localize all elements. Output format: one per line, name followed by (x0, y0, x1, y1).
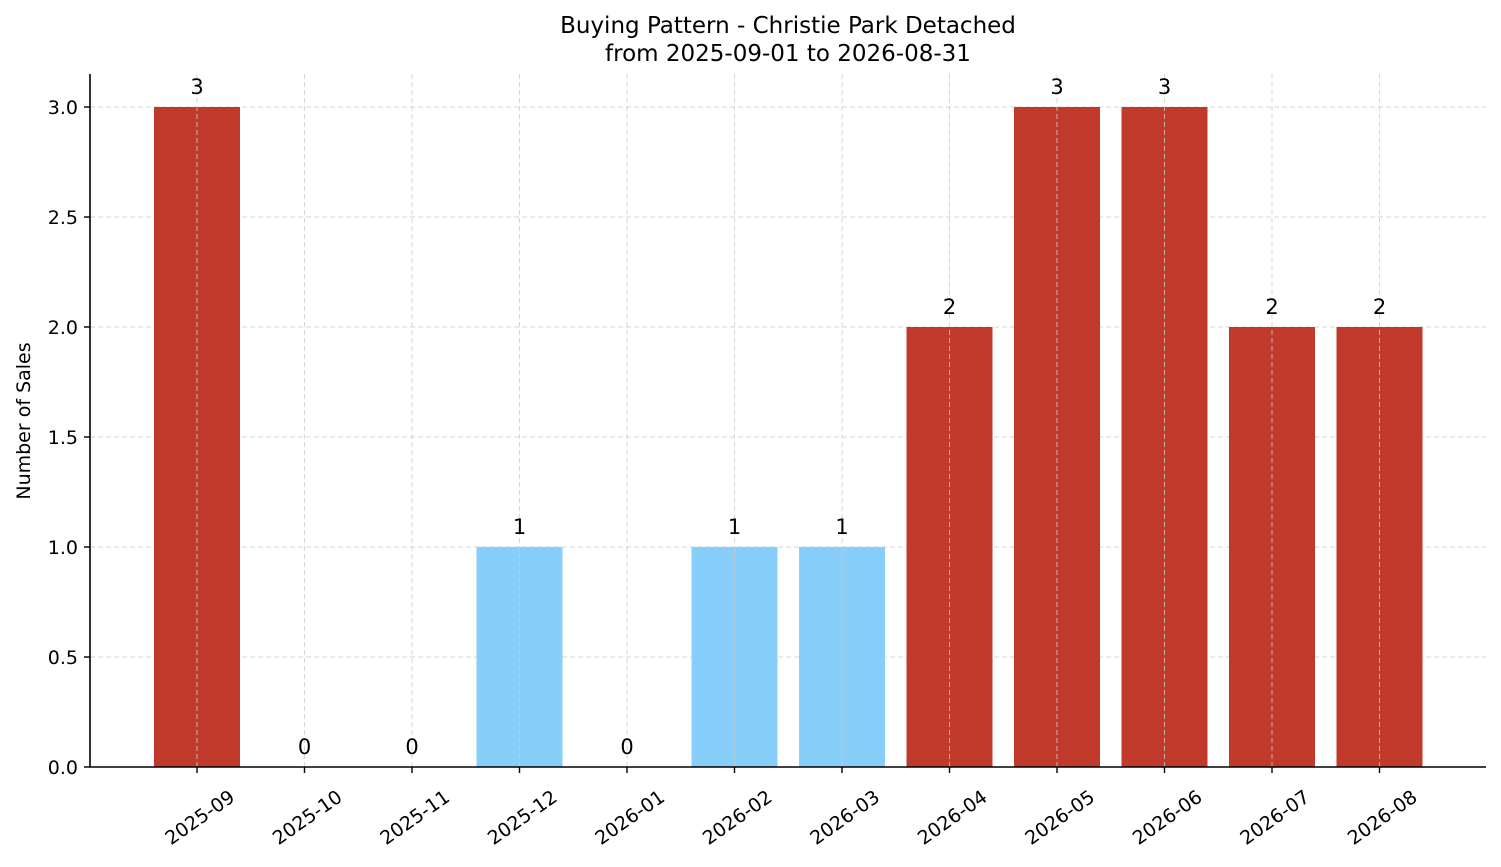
data-label-2026-05: 3 (1050, 75, 1063, 99)
chart-subtitle: from 2025-09-01 to 2026-08-31 (605, 41, 971, 67)
data-label-2026-07: 2 (1265, 295, 1278, 319)
chart-title: Buying Pattern - Christie Park Detached (560, 13, 1016, 39)
y-tick-label: 2.0 (48, 317, 78, 339)
data-label-2026-03: 1 (835, 515, 848, 539)
y-tick-label: 1.5 (48, 427, 78, 449)
x-tick-label-2026-02: 2026-02 (699, 786, 777, 850)
x-ticks: 2025-09 2025-10 2025-11 2025-12 2026-01 2026-… (161, 767, 1421, 850)
data-label-2026-04: 2 (943, 295, 956, 319)
data-label-2026-02: 1 (728, 515, 741, 539)
x-tick-label-2025-09: 2025-09 (161, 786, 239, 850)
data-label-2025-10: 0 (298, 735, 311, 759)
x-tick-label-2026-01: 2026-01 (591, 786, 669, 850)
x-tick-label-2026-04: 2026-04 (914, 786, 992, 850)
x-tick-label-2026-03: 2026-03 (806, 786, 884, 850)
x-tick-label-2025-10: 2025-10 (269, 786, 347, 850)
data-label-2025-12: 1 (513, 515, 526, 539)
y-tick-label: 2.5 (48, 207, 78, 229)
x-tick-label-2025-12: 2025-12 (484, 786, 562, 850)
v-grid-overlay (196, 74, 1380, 767)
x-tick-label-2025-11: 2025-11 (376, 786, 454, 850)
data-label-2025-11: 0 (405, 735, 418, 759)
data-labels: 3 0 0 1 0 1 1 2 3 3 2 2 (190, 75, 1386, 759)
y-ticks: 0.0 0.5 1.0 1.5 2.0 2.5 3.0 (48, 97, 90, 779)
x-tick-label-2026-06: 2026-06 (1129, 786, 1207, 850)
data-label-2026-06: 3 (1158, 75, 1171, 99)
grid-lines (90, 106, 1486, 768)
data-label-2026-08: 2 (1373, 295, 1386, 319)
x-tick-label-2026-07: 2026-07 (1236, 786, 1314, 850)
y-axis-label: Number of Sales (13, 342, 35, 499)
data-label-2025-09: 3 (190, 75, 203, 99)
data-label-2026-01: 0 (620, 735, 633, 759)
x-tick-label-2026-08: 2026-08 (1344, 786, 1422, 850)
bars (154, 107, 1423, 767)
y-tick-label: 3.0 (48, 97, 78, 119)
y-tick-label: 0.5 (48, 647, 78, 669)
x-tick-label-2026-05: 2026-05 (1021, 786, 1099, 850)
y-tick-label: 0.0 (48, 757, 78, 779)
y-tick-label: 1.0 (48, 537, 78, 559)
